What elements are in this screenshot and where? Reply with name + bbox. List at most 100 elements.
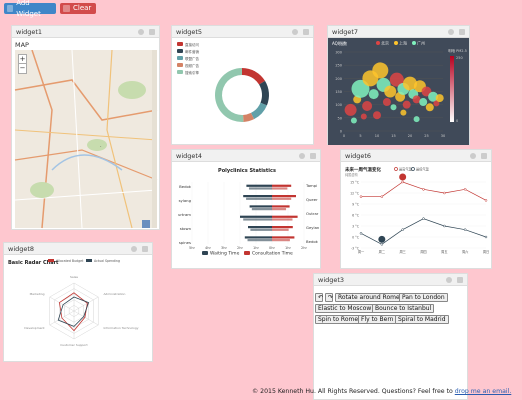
widget6-header[interactable]: widget6 xyxy=(341,150,491,162)
widget8-panel[interactable]: widget8 Basic Radar Chart Allocated Budge… xyxy=(3,242,153,362)
widget5-header[interactable]: widget5 xyxy=(172,26,313,38)
chart-title: AQI指数 xyxy=(332,40,347,46)
trash-icon[interactable] xyxy=(310,152,316,159)
scatter-point xyxy=(412,95,421,104)
indicator-label: Marketing xyxy=(30,292,45,296)
widget5-title: widget5 xyxy=(176,27,203,36)
visualmap-bottom: 0 xyxy=(456,119,458,123)
widget7-panel[interactable]: widget7 AQI指数 北京 上海 广州 300 250 200 150 100 50 0 0 5 1… xyxy=(327,25,470,145)
y-tick-label: 150 xyxy=(335,90,342,94)
chart-title: Polyclinics Statistics xyxy=(218,168,276,174)
widget4-body: Polyclinics Statistics 5hr 4hr 3hr 2hr 1hr 0hr… xyxy=(172,162,320,269)
indicator-label: Sales xyxy=(70,275,78,279)
scatter-point xyxy=(372,62,389,79)
bar-consultation-time xyxy=(272,205,290,208)
widget1-panel[interactable]: widget1 MAP · + − xyxy=(11,25,160,230)
category-label: Tampi xyxy=(305,183,317,188)
gear-icon[interactable] xyxy=(299,152,305,159)
scatter-point xyxy=(373,111,381,120)
bar-consultation-time xyxy=(272,208,287,211)
y-tick-label: 3 °C xyxy=(352,225,360,229)
rotate-around-rome-button[interactable]: Rotate around Rome xyxy=(335,293,403,302)
x-tick-label: 周三 xyxy=(399,249,405,254)
redo-button[interactable]: ↷ xyxy=(325,293,333,302)
scatter-point xyxy=(351,79,370,98)
data-point xyxy=(443,224,446,228)
category-label: spines xyxy=(179,240,191,245)
gear-icon[interactable] xyxy=(292,28,298,35)
radar-axis xyxy=(73,296,99,312)
trash-icon[interactable] xyxy=(457,276,463,283)
widget3-panel[interactable]: widget3 ↶ ↷ Rotate around Rome Pan to Lo… xyxy=(313,273,468,400)
legend-label: Actual Spending xyxy=(94,259,120,263)
spiral-to-madrid-button[interactable]: Spiral to Madrid xyxy=(395,315,449,324)
footer: © 2015 Kenneth Hu. All Rights Reserved. … xyxy=(252,388,512,395)
radar-series xyxy=(57,296,90,327)
widget4-title: widget4 xyxy=(176,151,203,160)
donut-slice xyxy=(242,68,266,85)
widget3-header[interactable]: widget3 xyxy=(314,274,467,286)
gear-icon[interactable] xyxy=(448,28,454,35)
x-tick-label: 5hr xyxy=(189,246,195,250)
gear-icon[interactable] xyxy=(446,276,452,283)
radar-axis xyxy=(73,310,99,326)
widget5-panel[interactable]: widget5 直接访问 邮件营销 联盟广告 视频广告 搜索引擎 xyxy=(171,25,314,145)
pan-to-london-button[interactable]: Pan to London xyxy=(399,293,448,302)
x-tick-label: 周日 xyxy=(483,249,489,254)
y-tick-label: 300 xyxy=(335,51,342,55)
widget5-body: 直接访问 邮件营销 联盟广告 视频广告 搜索引擎 xyxy=(172,38,313,145)
map-label: MAP xyxy=(15,41,29,49)
y-tick-label: 250 xyxy=(335,64,342,68)
fly-to-bern-button[interactable]: Fly to Bern xyxy=(358,315,397,324)
x-tick-label: 0 xyxy=(343,134,345,138)
trash-icon xyxy=(63,5,70,12)
bounce-to-istanbul-button[interactable]: Bounce to Istanbul xyxy=(372,304,435,313)
bar-waiting-time xyxy=(250,228,272,231)
widget6-panel[interactable]: widget6 未来一周气温变化 纯属虚构 最高气温 最低气温 15 °C 12 °C 9 … xyxy=(340,149,492,269)
widget8-title: widget8 xyxy=(8,244,35,253)
widget7-title: widget7 xyxy=(332,27,359,36)
data-point xyxy=(380,195,384,198)
legend-label: 联盟广告 xyxy=(185,56,199,61)
widget8-header[interactable]: widget8 xyxy=(4,243,152,255)
add-widget-button[interactable]: Add Widget xyxy=(4,0,56,18)
series-line xyxy=(361,181,487,201)
zoom-in-button[interactable]: + xyxy=(19,55,26,64)
gear-icon[interactable] xyxy=(470,152,476,159)
donut-slice xyxy=(259,80,269,106)
widget7-header[interactable]: widget7 xyxy=(328,26,469,38)
x-tick-label: 5 xyxy=(359,134,361,138)
gear-icon[interactable] xyxy=(138,28,144,35)
gear-icon[interactable] xyxy=(131,245,137,252)
x-tick-label: 10 xyxy=(375,134,379,138)
map-view[interactable]: · xyxy=(12,50,159,230)
widget1-header[interactable]: widget1 xyxy=(12,26,159,38)
trash-icon[interactable] xyxy=(481,152,487,159)
bar-waiting-time xyxy=(249,205,272,208)
bar-consultation-time xyxy=(272,195,296,198)
email-link[interactable]: drop me an email. xyxy=(454,388,512,395)
zoom-out-button[interactable]: − xyxy=(19,64,26,72)
visualmap-title: 明暗 PM2.5 xyxy=(448,48,467,53)
data-point xyxy=(401,228,404,231)
trash-icon[interactable] xyxy=(459,28,465,35)
x-tick-label: 25 xyxy=(424,134,428,138)
data-point xyxy=(463,188,467,191)
trash-icon[interactable] xyxy=(149,28,155,35)
scatter-point xyxy=(433,100,440,107)
bar-consultation-time xyxy=(272,239,290,242)
scatter-point xyxy=(419,98,428,107)
trash-icon[interactable] xyxy=(303,28,309,35)
trash-icon[interactable] xyxy=(142,245,148,252)
legend-label: Allocated Budget xyxy=(56,259,84,263)
widget4-panel[interactable]: widget4 Polyclinics Statistics 5hr 4hr 3hr 2… xyxy=(171,149,321,269)
legend-label: Waiting Time xyxy=(210,251,240,257)
undo-button[interactable]: ↶ xyxy=(315,293,323,302)
x-tick-label: 周五 xyxy=(441,249,448,254)
spin-to-rome-button[interactable]: Spin to Rome xyxy=(315,315,362,324)
widget4-header[interactable]: widget4 xyxy=(172,150,320,162)
clear-button[interactable]: Clear xyxy=(60,3,96,14)
legend-swatch xyxy=(177,63,183,67)
elastic-to-moscow-button[interactable]: Elastic to Moscow xyxy=(315,304,375,313)
indicator-label: Customer Support xyxy=(60,343,88,347)
